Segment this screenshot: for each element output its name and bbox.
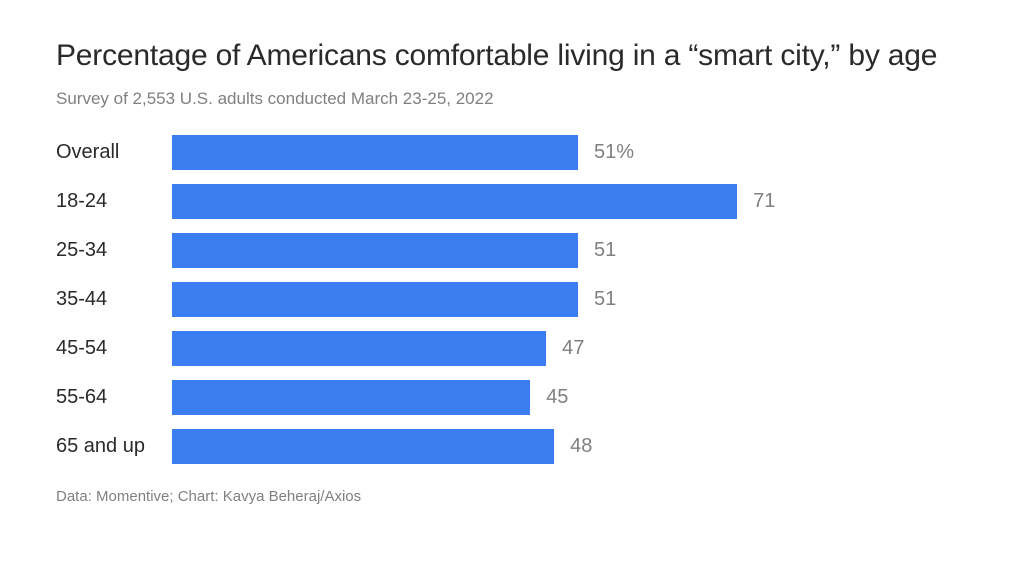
- bar: [172, 380, 530, 415]
- bar-value: 71: [753, 190, 775, 213]
- bar-area: 71: [172, 184, 968, 219]
- bar: [172, 429, 554, 464]
- bar-area: 45: [172, 380, 968, 415]
- bar-label: 35-44: [56, 288, 172, 311]
- bar-row: 18-24 71: [56, 184, 968, 219]
- bar: [172, 331, 546, 366]
- bar-area: 48: [172, 429, 968, 464]
- chart-title: Percentage of Americans comfortable livi…: [56, 36, 968, 75]
- bar-value: 45: [546, 386, 568, 409]
- bar-row: 45-54 47: [56, 331, 968, 366]
- bar-chart: Overall 51% 18-24 71 25-34 51 35-44 51 45-54 47 55…: [56, 135, 968, 464]
- bar-row: 65 and up 48: [56, 429, 968, 464]
- bar-value: 51: [594, 288, 616, 311]
- bar-row: 55-64 45: [56, 380, 968, 415]
- bar: [172, 282, 578, 317]
- chart-subtitle: Survey of 2,553 U.S. adults conducted Ma…: [56, 89, 968, 109]
- bar: [172, 233, 578, 268]
- bar-label: Overall: [56, 141, 172, 164]
- bar-value: 48: [570, 435, 592, 458]
- bar-value: 47: [562, 337, 584, 360]
- bar-row: Overall 51%: [56, 135, 968, 170]
- bar-row: 35-44 51: [56, 282, 968, 317]
- bar-area: 51: [172, 282, 968, 317]
- bar-label: 45-54: [56, 337, 172, 360]
- bar-label: 55-64: [56, 386, 172, 409]
- bar: [172, 135, 578, 170]
- bar-label: 65 and up: [56, 435, 172, 458]
- bar: [172, 184, 737, 219]
- bar-area: 51: [172, 233, 968, 268]
- bar-value: 51%: [594, 141, 634, 164]
- bar-area: 51%: [172, 135, 968, 170]
- bar-row: 25-34 51: [56, 233, 968, 268]
- bar-area: 47: [172, 331, 968, 366]
- chart-footer: Data: Momentive; Chart: Kavya Beheraj/Ax…: [56, 488, 968, 505]
- bar-value: 51: [594, 239, 616, 262]
- bar-label: 25-34: [56, 239, 172, 262]
- bar-label: 18-24: [56, 190, 172, 213]
